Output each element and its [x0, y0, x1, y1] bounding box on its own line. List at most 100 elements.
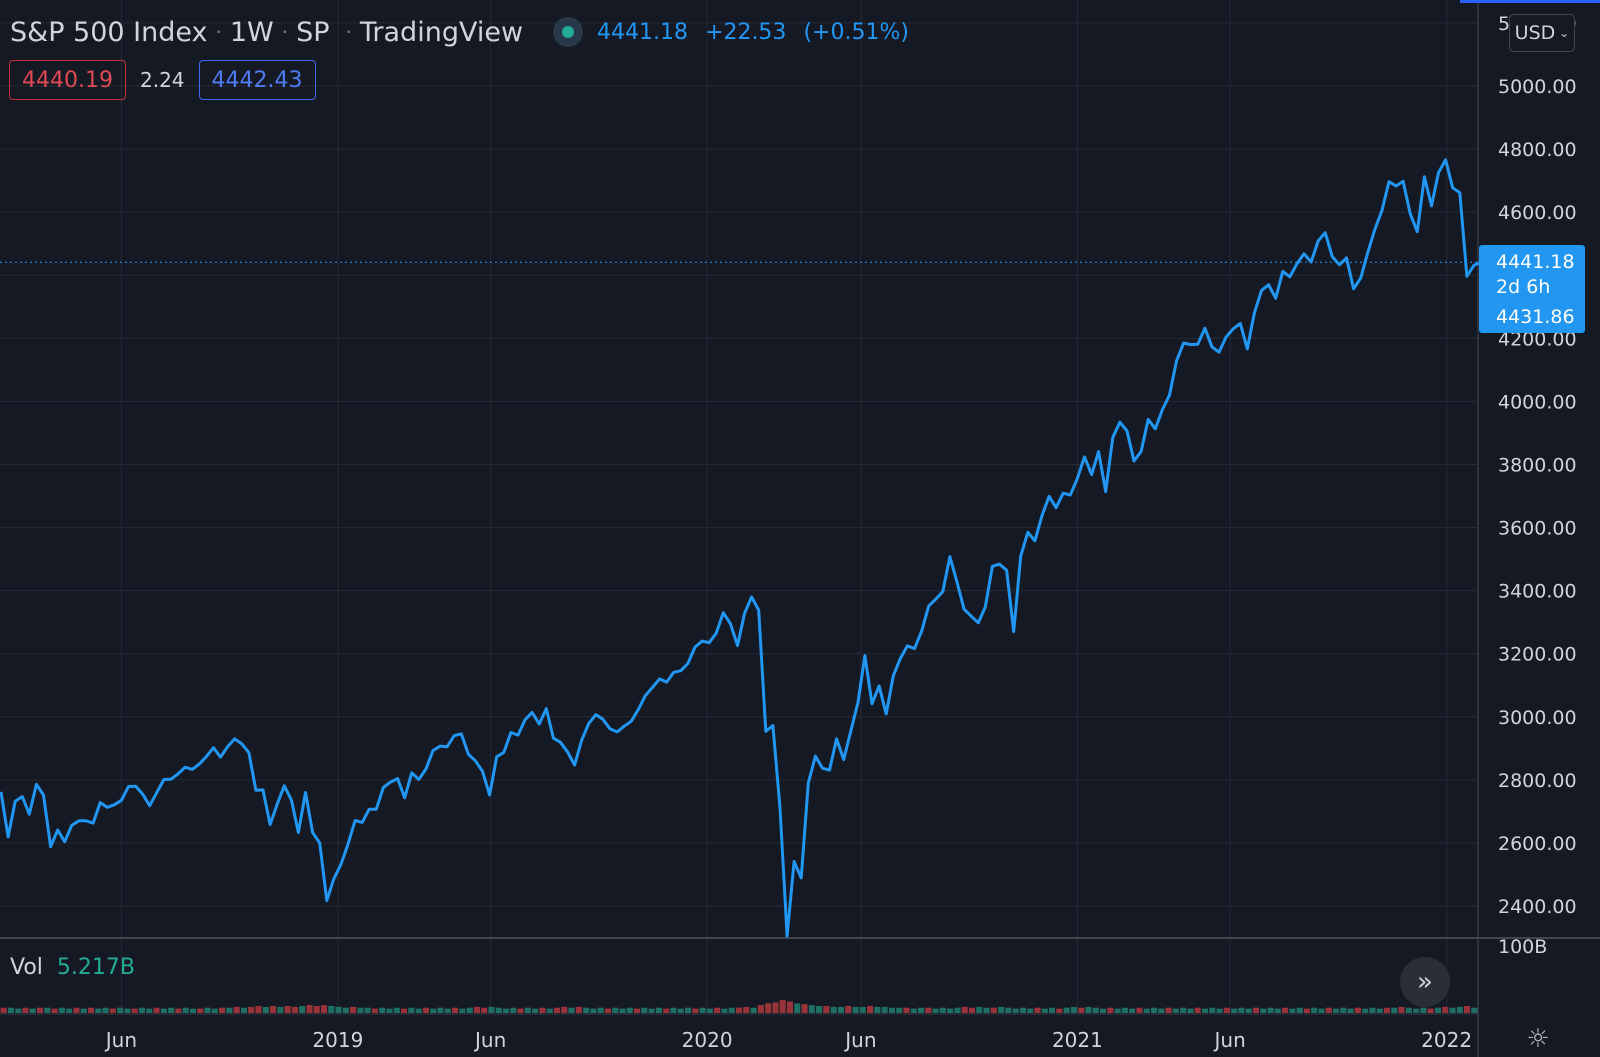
volume-bar — [160, 1008, 167, 1013]
price-tag-prev-close: 4431.86 — [1496, 306, 1575, 328]
price-tick-label: 4200.00 — [1498, 328, 1577, 350]
volume-bar — [1187, 1008, 1194, 1013]
volume-bar — [1369, 1007, 1376, 1013]
volume-bar — [604, 1008, 611, 1013]
volume-bar — [415, 1008, 422, 1013]
volume-bar — [837, 1006, 844, 1013]
volume-bar — [1311, 1007, 1318, 1013]
volume-bar — [1420, 1007, 1427, 1013]
scroll-to-realtime-button[interactable]: » — [1400, 957, 1450, 1007]
volume-bar — [1136, 1007, 1143, 1013]
volume-bar — [743, 1006, 750, 1013]
volume-bar — [1172, 1008, 1179, 1013]
volume-bar — [925, 1007, 932, 1013]
volume-bar — [1296, 1007, 1303, 1013]
volume-bar — [612, 1007, 619, 1013]
volume-bar — [80, 1008, 87, 1013]
volume-bar — [95, 1008, 102, 1013]
volume-bar — [277, 1006, 284, 1013]
volume-bar — [364, 1007, 371, 1013]
volume-bar — [568, 1007, 575, 1013]
chevron-down-icon: ⌄ — [1559, 26, 1570, 40]
volume-bar — [641, 1007, 648, 1013]
volume-bar — [1383, 1007, 1390, 1013]
volume-bar — [204, 1007, 211, 1013]
volume-bar — [692, 1008, 699, 1013]
volume-bar — [313, 1006, 320, 1013]
legend-separator: · — [281, 20, 289, 44]
volume-bar — [954, 1007, 961, 1013]
volume-bar — [197, 1008, 204, 1013]
price-tick-label: 3000.00 — [1498, 707, 1577, 729]
volume-bar — [1449, 1007, 1456, 1013]
sell-button[interactable]: 4440.19 — [9, 60, 126, 100]
volume-bar — [983, 1007, 990, 1013]
volume-bar — [124, 1008, 131, 1013]
price-tick-label: 3600.00 — [1498, 518, 1577, 540]
volume-bar — [1318, 1008, 1325, 1013]
symbol-name[interactable]: S&P 500 Index — [10, 16, 208, 48]
volume-bar — [371, 1008, 378, 1013]
interval-label[interactable]: 1W — [229, 16, 274, 48]
volume-bar — [1100, 1008, 1107, 1013]
volume-bar — [685, 1007, 692, 1013]
time-tick-label: 2022 — [1421, 1028, 1472, 1052]
time-tick-label: 2019 — [312, 1028, 363, 1052]
volume-bar — [1012, 1008, 1019, 1013]
price-tick-label: 4600.00 — [1498, 202, 1577, 224]
volume-bar — [648, 1008, 655, 1013]
volume-bar — [459, 1008, 466, 1013]
volume-bar — [15, 1008, 22, 1013]
volume-bar — [219, 1007, 226, 1013]
volume-bar — [1231, 1008, 1238, 1013]
volume-bar — [590, 1008, 597, 1013]
volume-bar — [1041, 1008, 1048, 1013]
volume-bar — [102, 1007, 109, 1013]
time-tick-label: Jun — [104, 1028, 137, 1052]
volume-bar — [22, 1007, 29, 1013]
volume-bar — [51, 1008, 58, 1013]
volume-bar — [757, 1005, 764, 1013]
volume-bar — [961, 1006, 968, 1013]
currency-selector[interactable]: USD ⌄ — [1509, 14, 1575, 52]
volume-bar — [131, 1008, 138, 1013]
volume-bar — [510, 1007, 517, 1013]
volume-bar — [626, 1007, 633, 1013]
price-tick-label: 5000.00 — [1498, 76, 1577, 98]
volume-bar — [998, 1006, 1005, 1013]
price-tick-label: 3400.00 — [1498, 581, 1577, 603]
volume-bar — [270, 1006, 277, 1013]
volume-bar — [859, 1006, 866, 1013]
volume-bar — [226, 1007, 233, 1013]
volume-bar — [430, 1008, 437, 1013]
volume-bar — [1442, 1006, 1449, 1013]
price-series-line — [0, 158, 1482, 938]
volume-bar — [721, 1008, 728, 1013]
chart-settings-button[interactable]: ☼ — [1523, 1024, 1553, 1054]
price-tick-label: 3200.00 — [1498, 644, 1577, 666]
volume-bar — [1427, 1008, 1434, 1013]
volume-bar — [1151, 1007, 1158, 1013]
volume-bar — [670, 1007, 677, 1013]
volume-bar — [947, 1008, 954, 1013]
volume-value: 5.217B — [56, 955, 135, 980]
volume-bar — [262, 1006, 269, 1013]
volume-bar — [786, 1001, 793, 1013]
price-tick-label: 4000.00 — [1498, 391, 1577, 413]
volume-bar — [117, 1007, 124, 1013]
volume-bar — [830, 1006, 837, 1013]
market-open-dot — [562, 26, 575, 38]
volume-bar — [750, 1007, 757, 1013]
volume-bar — [1005, 1007, 1012, 1013]
legend-separator: · — [215, 20, 222, 44]
volume-bar — [546, 1008, 553, 1013]
market-status-icon[interactable] — [553, 17, 584, 47]
buy-button[interactable]: 4442.43 — [198, 60, 316, 100]
price-change: +22.53 — [705, 19, 787, 45]
spread-value: 2.24 — [139, 68, 185, 92]
volume-label[interactable]: Vol — [10, 955, 43, 980]
double-chevron-right-icon: » — [1417, 967, 1433, 997]
volume-bar — [1282, 1007, 1289, 1013]
volume-bar — [175, 1008, 182, 1013]
